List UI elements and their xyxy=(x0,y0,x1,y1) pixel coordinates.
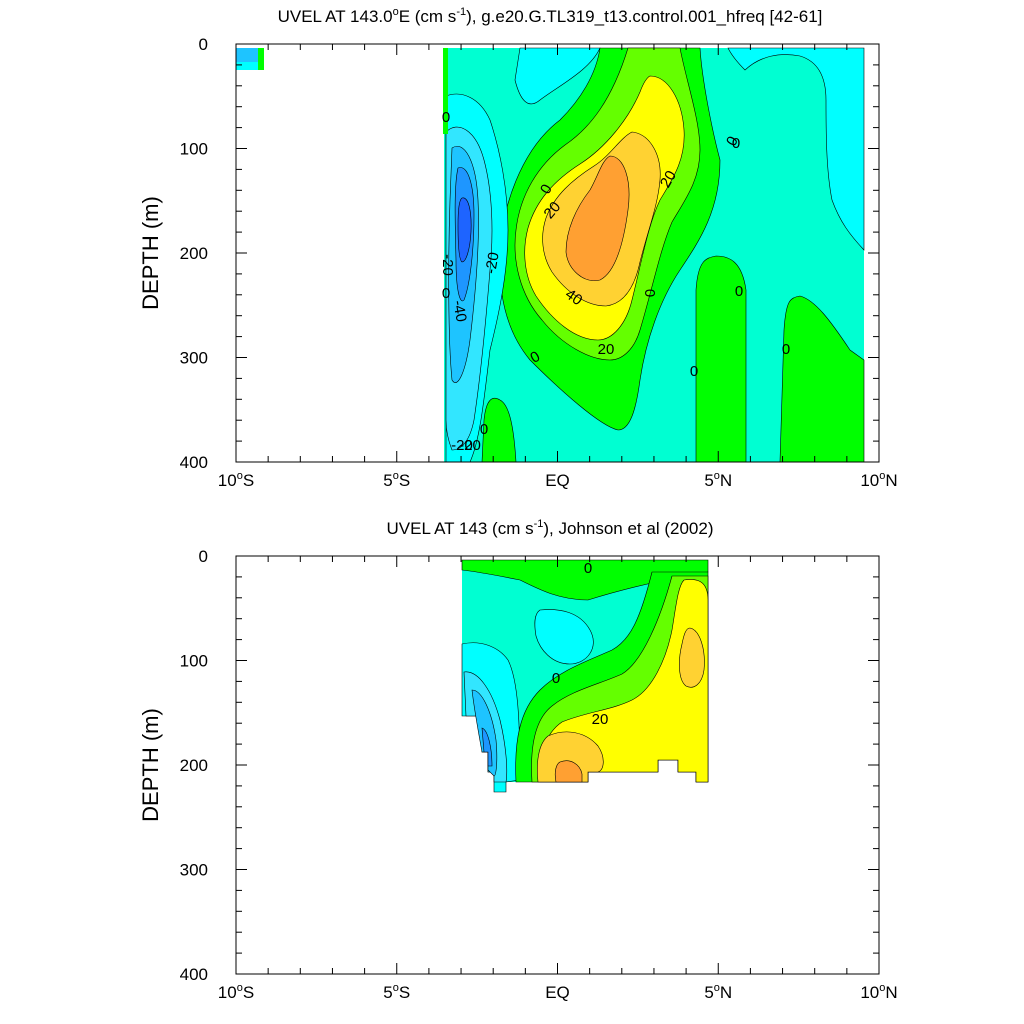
y-tick-label: 400 xyxy=(180,453,208,472)
contour-label: 0 xyxy=(735,283,743,300)
obs-euc-30 xyxy=(539,579,709,783)
x-axis-observed: 10oS 5oS EQ 5oN 10oN xyxy=(218,556,898,1002)
contour-label: -40 xyxy=(449,299,470,323)
x-tick-label: EQ xyxy=(545,471,570,490)
contour-label: -20 xyxy=(482,251,503,275)
x-tick-label: 10oS xyxy=(218,982,254,1002)
x-tick-label: 10oN xyxy=(860,470,897,490)
y-tick-label: 0 xyxy=(199,35,208,54)
contour-label: 40 xyxy=(562,286,585,309)
contour-label: 20 xyxy=(592,711,609,728)
title-observed: UVEL AT 143 (cm s-1), Johnson et al (200… xyxy=(387,518,714,538)
panel-model: UVEL AT 143.0oE (cm s-1), g.e20.G.TL319_… xyxy=(138,6,898,490)
contour-label: -20 xyxy=(459,437,481,454)
contour-label: 20 xyxy=(598,341,615,358)
contour-fill-observed xyxy=(461,559,709,793)
y-tick-label: 400 xyxy=(180,965,208,984)
x-tick-label: EQ xyxy=(545,983,570,1002)
contour-labels-observed: 0 0 20 xyxy=(552,560,609,728)
title-model: UVEL AT 143.0oE (cm s-1), g.e20.G.TL319_… xyxy=(278,6,823,26)
y-tick-label: 200 xyxy=(180,756,208,775)
obs-euc-40 xyxy=(537,731,604,783)
contour-label: 20 xyxy=(657,168,680,191)
lobe-deep-1 xyxy=(695,255,747,462)
panel-observed: UVEL AT 143 (cm s-1), Johnson et al (200… xyxy=(138,518,898,1002)
x-axis-model: 10oS 5oS EQ 5oN 10oN xyxy=(218,44,898,490)
contour-fill-model xyxy=(236,47,865,462)
y-tick-label: 100 xyxy=(180,652,208,671)
lobe-deep-3 xyxy=(481,397,517,462)
contour-label: -20 xyxy=(451,437,473,454)
contour-label: 0 xyxy=(641,289,658,297)
obs-west-10 xyxy=(534,609,594,665)
contour-label: 0 xyxy=(782,341,790,358)
x-tick-label: 5oS xyxy=(383,470,410,490)
x-tick-label: 5oN xyxy=(704,470,732,490)
obs-west-strip-40 xyxy=(481,727,493,767)
y-tick-label: 100 xyxy=(180,140,208,159)
coastal-strip xyxy=(443,48,448,134)
contour-label: 0 xyxy=(552,670,560,687)
contour-label: 0 xyxy=(584,560,592,577)
y-tick-label: 300 xyxy=(180,349,208,368)
x-tick-label: 5oS xyxy=(383,982,410,1002)
y-axis-label-observed: DEPTH (m) xyxy=(138,708,163,822)
y-axis-label-model: DEPTH (m) xyxy=(138,196,163,310)
lobe-deep-2 xyxy=(779,295,865,462)
y-tick-label: 0 xyxy=(199,547,208,566)
obs-euc-core xyxy=(554,760,583,783)
contour-label: 0 xyxy=(480,421,488,438)
x-tick-label: 10oN xyxy=(860,982,897,1002)
region-east-weak-2 xyxy=(514,47,601,105)
x-tick-label: 5oN xyxy=(704,982,732,1002)
sw-patch-low xyxy=(236,62,258,70)
contour-label: 0 xyxy=(442,285,450,302)
x-tick-label: 10oS xyxy=(218,470,254,490)
region-east-weak xyxy=(727,47,865,251)
y-tick-label: 200 xyxy=(180,244,208,263)
y-tick-label: 300 xyxy=(180,861,208,880)
contour-label: 0 xyxy=(732,135,740,152)
euc-core-50 xyxy=(565,155,630,281)
obs-euc-40-east xyxy=(679,627,705,688)
contour-label: 0 xyxy=(690,363,698,380)
contour-label: 0 xyxy=(442,109,450,126)
wjet-core-50 xyxy=(457,197,472,263)
contour-label: -20 xyxy=(439,254,456,276)
sw-patch-edge xyxy=(258,48,264,70)
